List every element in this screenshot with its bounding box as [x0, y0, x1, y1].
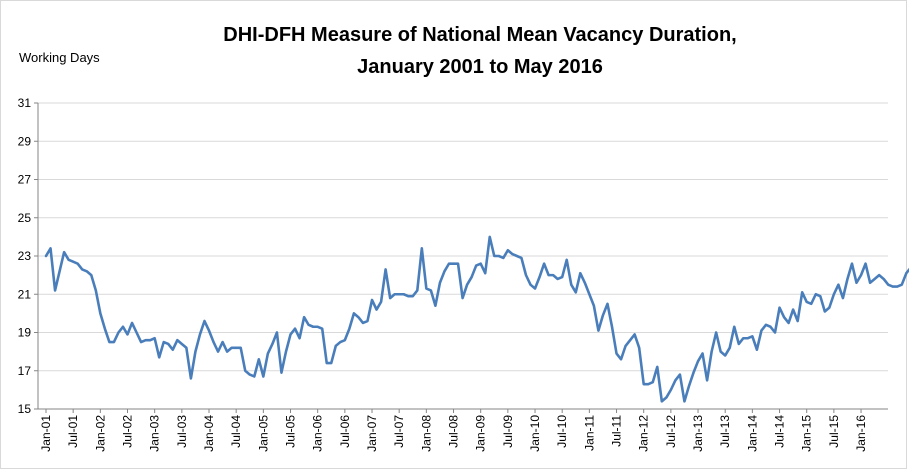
y-tick-label: 27 — [18, 173, 32, 187]
x-tick-label: Jan-03 — [148, 415, 162, 452]
x-tick-label: Jan-04 — [202, 415, 216, 452]
x-tick-label: Jan-08 — [419, 415, 433, 452]
x-tick-label: Jul-09 — [501, 415, 515, 448]
y-tick-label: 25 — [18, 211, 32, 225]
x-tick-label: Jan-06 — [311, 415, 325, 452]
x-tick-label: Jan-09 — [474, 415, 488, 452]
x-tick-label: Jul-05 — [284, 415, 298, 448]
x-tick-label: Jul-08 — [447, 415, 461, 448]
x-tick-label: Jan-01 — [39, 415, 53, 452]
y-axis-label: Working Days — [19, 50, 100, 65]
x-tick-label: Jan-16 — [854, 415, 868, 452]
x-tick-label: Jan-12 — [637, 415, 651, 452]
chart-title: DHI-DFH Measure of National Mean Vacancy… — [223, 24, 737, 46]
x-tick-label: Jul-15 — [827, 415, 841, 448]
x-tick-label: Jul-03 — [175, 415, 189, 448]
y-tick-label: 15 — [18, 402, 32, 416]
y-tick-label: 29 — [18, 134, 32, 148]
x-tick-label: Jan-15 — [800, 415, 814, 452]
y-tick-label: 21 — [18, 287, 32, 301]
x-tick-label: Jul-01 — [66, 415, 80, 448]
x-tick-label: Jan-14 — [745, 415, 759, 452]
x-tick-label: Jul-13 — [718, 415, 732, 448]
x-tick-label: Jan-11 — [582, 415, 596, 451]
y-tick-label: 23 — [18, 249, 32, 263]
x-tick-label: Jul-10 — [555, 415, 569, 448]
chart-subtitle: January 2001 to May 2016 — [357, 56, 603, 78]
x-tick-label: Jan-07 — [365, 415, 379, 452]
x-tick-label: Jul-04 — [229, 415, 243, 448]
series-line — [44, 235, 909, 403]
x-tick-label: Jul-02 — [121, 415, 135, 448]
y-tick-label: 31 — [18, 96, 32, 110]
y-tick-label: 17 — [18, 364, 32, 378]
x-tick-label: Jul-07 — [392, 415, 406, 448]
x-tick-label: Jan-05 — [256, 415, 270, 452]
x-tick-label: Jan-13 — [691, 415, 705, 452]
x-tick-label: Jul-12 — [664, 415, 678, 448]
y-tick-label: 19 — [18, 326, 32, 340]
x-tick-label: Jul-14 — [773, 415, 787, 448]
x-tick-label: Jul-06 — [338, 415, 352, 448]
x-tick-label: Jan-02 — [93, 415, 107, 452]
x-tick-label: Jan-10 — [528, 415, 542, 452]
x-tick-label: Jul-11 — [610, 415, 624, 447]
